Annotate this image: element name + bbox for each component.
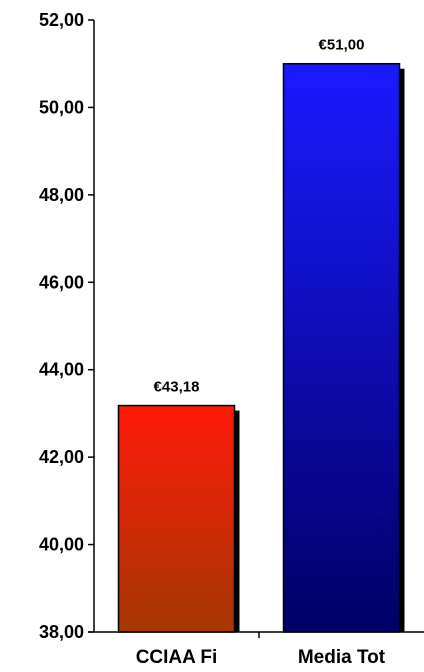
y-tick-label: 38,00: [39, 622, 84, 642]
y-tick-label: 48,00: [39, 185, 84, 205]
y-tick-label: 46,00: [39, 272, 84, 292]
bars: [117, 62, 405, 633]
y-tick-label: 44,00: [39, 360, 84, 380]
axes: 38,00 40,00 42,00 44,00 46,00 48,00 50,00 52,00: [39, 10, 424, 642]
category-label: CCIAA Fi: [136, 647, 218, 668]
bar: [117, 404, 236, 633]
y-tick-label: 40,00: [39, 535, 84, 555]
bar: [282, 62, 401, 633]
labels: €43,18 CCIAA Fi €51,00 Media Tot: [136, 37, 386, 668]
data-label: €43,18: [154, 379, 200, 396]
y-tick-label: 50,00: [39, 97, 84, 117]
y-tick-label: 52,00: [39, 10, 84, 30]
data-label: €51,00: [319, 37, 365, 54]
category-label: Media Tot: [298, 647, 386, 668]
y-tick-label: 42,00: [39, 447, 84, 467]
